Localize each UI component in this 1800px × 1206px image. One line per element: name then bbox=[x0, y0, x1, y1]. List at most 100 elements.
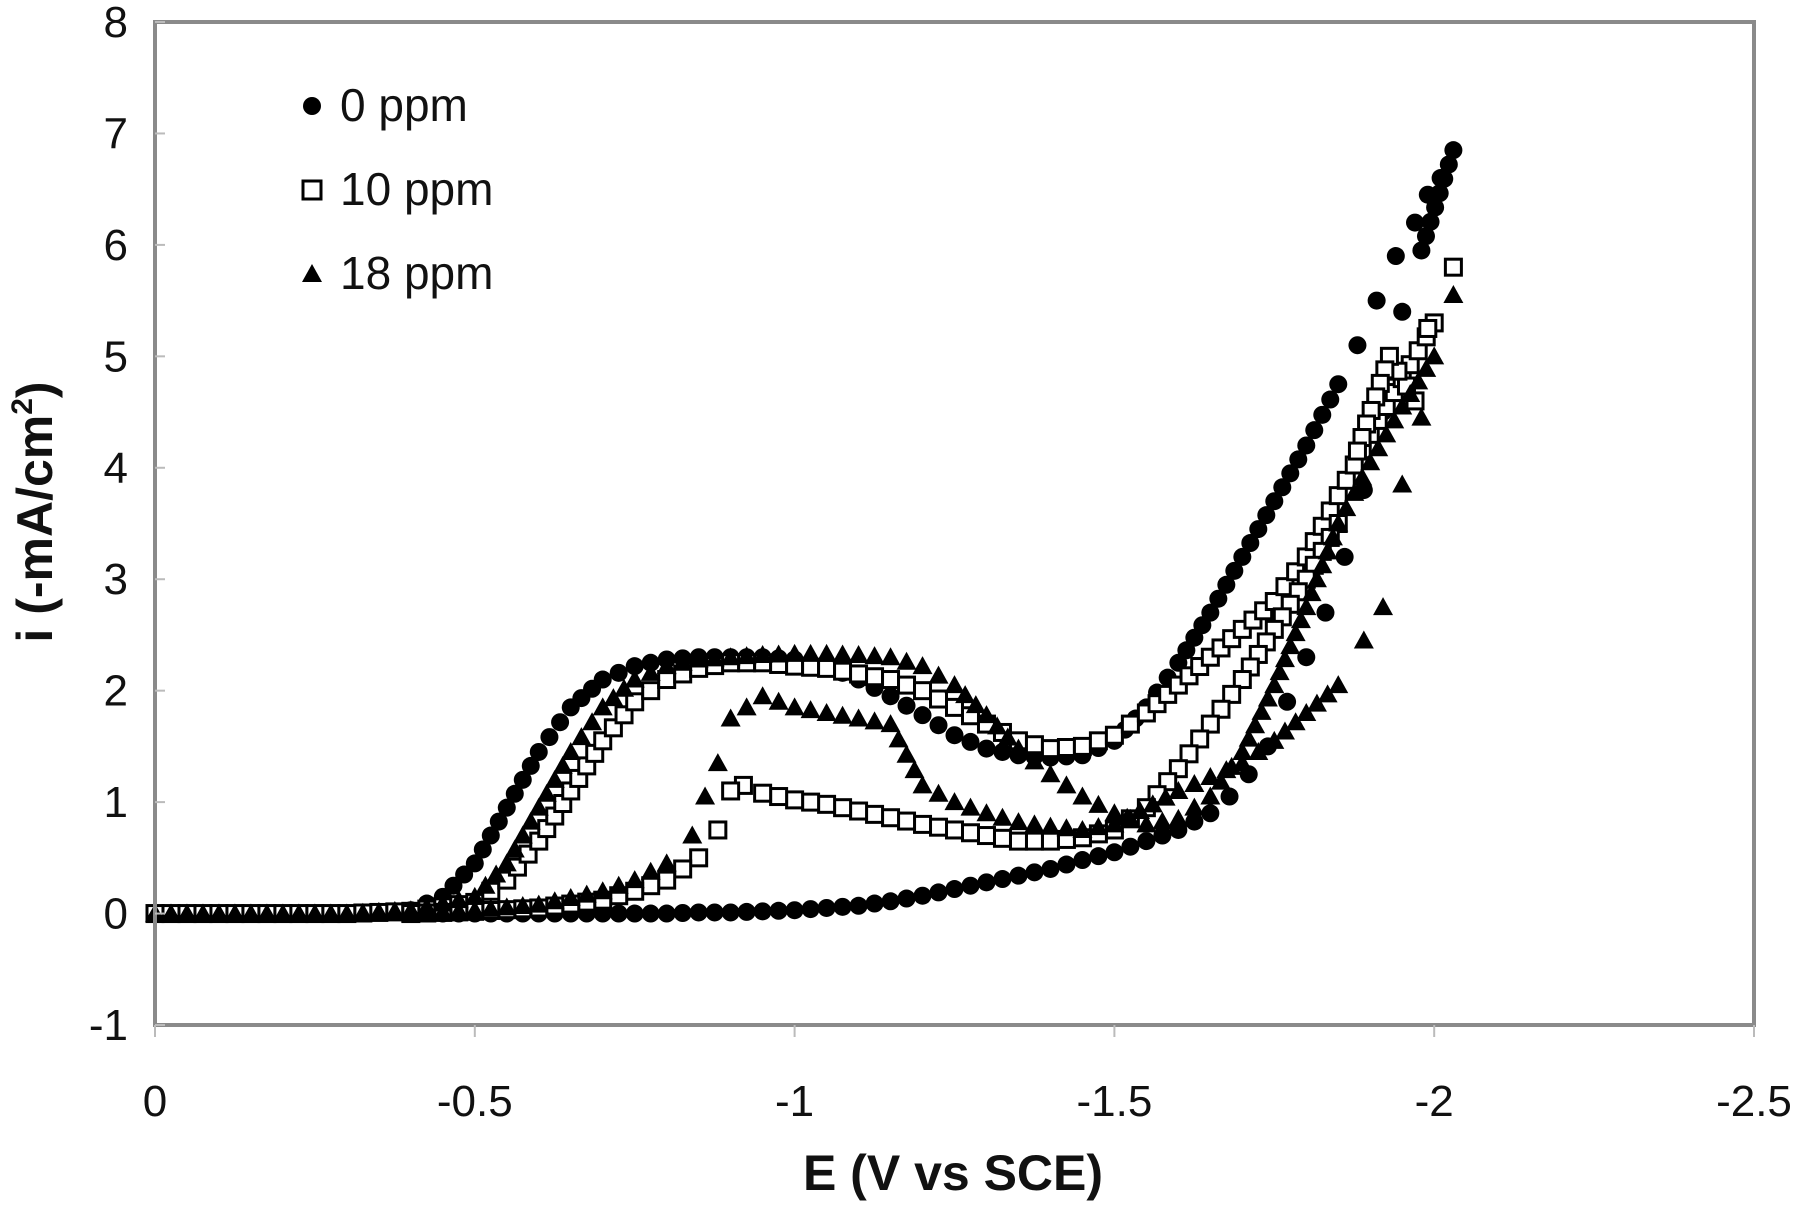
y-tick-label: 5 bbox=[104, 332, 128, 381]
data-point bbox=[1220, 787, 1239, 806]
data-point bbox=[736, 697, 757, 716]
data-point bbox=[992, 828, 1012, 848]
data-point bbox=[1274, 649, 1295, 668]
data-point bbox=[1233, 547, 1252, 566]
data-point bbox=[1421, 212, 1440, 231]
data-point bbox=[768, 691, 789, 710]
y-axis-title-group: i (-mA/cm2) bbox=[6, 381, 63, 642]
data-point bbox=[848, 645, 869, 664]
data-point bbox=[496, 897, 517, 916]
data-point bbox=[1435, 169, 1454, 188]
data-point bbox=[928, 665, 949, 684]
data-point bbox=[1392, 396, 1413, 415]
data-point bbox=[464, 900, 485, 919]
data-point bbox=[1104, 803, 1125, 822]
data-point bbox=[1104, 725, 1124, 745]
data-point bbox=[240, 903, 261, 922]
data-point bbox=[1296, 597, 1317, 616]
data-point bbox=[486, 864, 507, 883]
data-point bbox=[1040, 764, 1061, 783]
data-point bbox=[1424, 346, 1445, 365]
data-point bbox=[1336, 470, 1356, 490]
data-point bbox=[753, 783, 773, 803]
data-point bbox=[1264, 730, 1285, 749]
data-point bbox=[881, 687, 900, 706]
data-point bbox=[464, 886, 485, 905]
data-point bbox=[1306, 693, 1327, 712]
data-point bbox=[1185, 812, 1204, 831]
data-point bbox=[192, 903, 213, 922]
data-point bbox=[929, 883, 948, 902]
data-point bbox=[1232, 670, 1252, 690]
data-point bbox=[945, 880, 964, 899]
data-point bbox=[736, 646, 757, 665]
data-point bbox=[913, 706, 932, 725]
data-point bbox=[1041, 859, 1060, 878]
data-series-layer bbox=[145, 141, 1464, 924]
data-point bbox=[473, 840, 492, 859]
data-point bbox=[1368, 438, 1389, 457]
data-point bbox=[1443, 257, 1463, 277]
data-point bbox=[1217, 575, 1236, 594]
data-point bbox=[480, 898, 501, 917]
data-point bbox=[976, 803, 997, 822]
data-point bbox=[256, 903, 277, 922]
data-point bbox=[1344, 482, 1365, 501]
data-point bbox=[1249, 520, 1268, 539]
data-point bbox=[897, 696, 916, 715]
data-point bbox=[1117, 807, 1138, 826]
data-point bbox=[960, 823, 980, 843]
data-point bbox=[497, 798, 516, 817]
data-point bbox=[1088, 794, 1109, 813]
data-point bbox=[448, 890, 469, 909]
data-point bbox=[1200, 714, 1220, 734]
data-point bbox=[912, 656, 933, 675]
data-point bbox=[689, 903, 708, 922]
data-point bbox=[608, 875, 629, 894]
data-point bbox=[1392, 474, 1413, 493]
data-point bbox=[1211, 771, 1231, 790]
x-axis-title: E (V vs SCE) bbox=[803, 1145, 1103, 1201]
data-point bbox=[624, 669, 645, 688]
data-point bbox=[784, 643, 805, 662]
data-point bbox=[955, 685, 976, 704]
data-point bbox=[1201, 603, 1220, 622]
data-point bbox=[1137, 832, 1156, 851]
data-point bbox=[1316, 603, 1335, 622]
data-point bbox=[1089, 847, 1108, 866]
data-point bbox=[881, 670, 901, 690]
y-tick-label: 7 bbox=[104, 109, 128, 158]
data-point bbox=[1088, 731, 1108, 751]
data-point bbox=[816, 702, 837, 721]
data-point bbox=[1168, 780, 1189, 799]
data-point bbox=[1248, 741, 1269, 760]
data-point bbox=[816, 643, 837, 662]
data-point bbox=[1426, 198, 1445, 217]
data-point bbox=[1274, 721, 1295, 740]
data-point bbox=[505, 784, 524, 803]
y-axis-title-suffix: ) bbox=[7, 381, 63, 398]
data-point bbox=[785, 790, 805, 810]
data-point bbox=[288, 903, 309, 922]
open-square-marker-icon bbox=[301, 179, 323, 201]
data-point bbox=[512, 896, 533, 915]
data-point bbox=[1416, 227, 1435, 246]
data-point bbox=[849, 664, 869, 684]
data-point bbox=[721, 903, 740, 922]
data-point bbox=[848, 708, 869, 727]
data-point bbox=[1335, 547, 1354, 566]
y-tick-label: 3 bbox=[104, 555, 128, 604]
data-point bbox=[688, 649, 709, 668]
filled-circle-marker-icon bbox=[303, 97, 321, 115]
data-point bbox=[1153, 826, 1172, 845]
data-point bbox=[272, 903, 293, 922]
data-point bbox=[1008, 831, 1028, 851]
data-point bbox=[1040, 816, 1061, 835]
data-point bbox=[528, 894, 549, 913]
data-point bbox=[1400, 383, 1421, 402]
data-point bbox=[1073, 851, 1092, 870]
data-point bbox=[1367, 291, 1386, 310]
data-point bbox=[536, 783, 557, 802]
data-point bbox=[785, 901, 804, 920]
y-tick-label: 6 bbox=[104, 221, 128, 270]
